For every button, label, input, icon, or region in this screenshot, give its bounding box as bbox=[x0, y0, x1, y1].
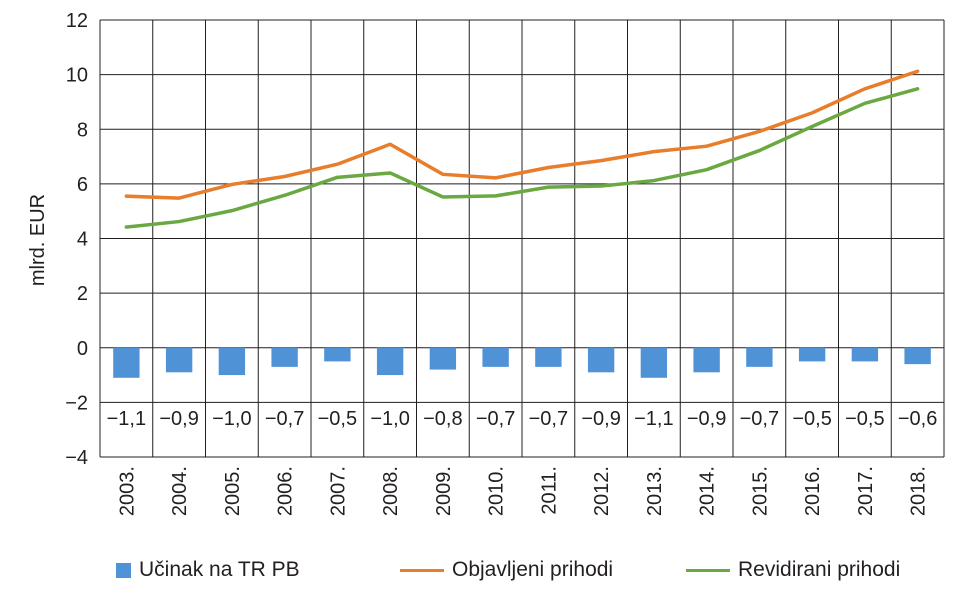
x-tick-label: 2008. bbox=[380, 466, 402, 516]
legend-swatch-published bbox=[400, 568, 444, 572]
legend-swatch-bar bbox=[116, 562, 131, 578]
bar bbox=[640, 347, 668, 378]
y-tick-label: 0 bbox=[77, 338, 88, 360]
bar-label-bg bbox=[207, 403, 257, 433]
bar-label-bg bbox=[523, 403, 574, 433]
bars bbox=[113, 347, 931, 378]
bar-label-bg bbox=[787, 403, 837, 433]
y-tick-label: 8 bbox=[77, 119, 88, 141]
bar-data-label: −0,5 bbox=[845, 408, 884, 430]
bar-label-bg bbox=[154, 403, 204, 433]
x-tick-label: 2005. bbox=[222, 466, 244, 516]
bar-data-labels: −1,1 −0,9 −1,0 −0,7 −0,5 −1,0 −0,8 −0,7 −0,7 −0,9… bbox=[101, 403, 943, 433]
bar-data-label: −1,1 bbox=[107, 408, 146, 430]
legend: Učinak na TR PB Objavljeni prihodi Revid… bbox=[0, 552, 960, 588]
legend-label-revised: Revidirani prihodi bbox=[738, 558, 901, 581]
bar-data-label: −0,5 bbox=[318, 408, 357, 430]
x-tick-label: 2003. bbox=[116, 466, 138, 516]
x-tick-label: 2009. bbox=[433, 466, 455, 516]
series-line bbox=[124, 87, 920, 229]
bar-label-bg bbox=[576, 403, 626, 433]
bar-label-bg bbox=[101, 403, 152, 433]
x-tick-label: 2011. bbox=[538, 466, 560, 515]
bar-data-label: −0,7 bbox=[740, 408, 779, 430]
bar-label-bg bbox=[312, 403, 363, 433]
bar bbox=[271, 347, 298, 367]
y-tick-label: 6 bbox=[77, 174, 88, 196]
bar-data-label: −1,1 bbox=[634, 408, 673, 430]
bar-label-bg bbox=[892, 403, 943, 433]
y-axis-title: mlrd. EUR bbox=[27, 194, 49, 286]
bar-label-bg bbox=[418, 403, 468, 433]
bar-data-label: −1,0 bbox=[212, 408, 251, 430]
bar-label-bg bbox=[470, 403, 521, 433]
bar bbox=[165, 347, 193, 373]
bar-data-label: −0,9 bbox=[581, 408, 620, 430]
x-tick-label: 2014. bbox=[697, 466, 719, 516]
bar-data-label: −1,0 bbox=[370, 408, 409, 430]
bar-data-label: −0,9 bbox=[159, 408, 198, 430]
y-tick-label: 2 bbox=[77, 283, 88, 305]
bar bbox=[904, 347, 931, 365]
x-axis-labels: 2003. 2004. 2005. 2006. 2007. 2008. 2009. 2010.… bbox=[116, 466, 929, 516]
bar-data-label: −0,8 bbox=[423, 408, 462, 430]
bar bbox=[113, 347, 140, 378]
bar bbox=[587, 347, 615, 373]
bar bbox=[798, 347, 826, 362]
grid bbox=[99, 19, 945, 458]
bar bbox=[746, 347, 773, 367]
x-tick-label: 2012. bbox=[591, 466, 613, 516]
y-tick-label: 12 bbox=[66, 10, 88, 32]
bar bbox=[429, 347, 457, 370]
x-tick-label: 2013. bbox=[644, 466, 666, 516]
legend-label-bar: Učinak na TR PB bbox=[139, 558, 300, 581]
legend-item-revised: Revidirani prihodi bbox=[686, 552, 900, 588]
y-tick-label: 10 bbox=[66, 65, 88, 87]
bar-label-bg bbox=[259, 403, 310, 433]
bar bbox=[376, 347, 404, 376]
y-axis-labels: −4 −2 0 2 4 6 8 10 12 bbox=[65, 10, 88, 469]
series-line bbox=[124, 69, 920, 200]
bar bbox=[535, 347, 562, 367]
bar-label-bg bbox=[840, 403, 890, 433]
y-tick-label: 4 bbox=[77, 229, 88, 251]
x-tick-label: 2015. bbox=[749, 466, 771, 516]
bar-data-label: −0,9 bbox=[687, 408, 726, 430]
x-tick-label: 2007. bbox=[327, 466, 349, 516]
bar-label-bg bbox=[365, 403, 415, 433]
bar bbox=[851, 347, 879, 362]
bar-data-label: −0,6 bbox=[898, 408, 937, 430]
legend-item-bar: Učinak na TR PB bbox=[116, 552, 300, 588]
bar bbox=[693, 347, 720, 373]
bar-label-bg bbox=[681, 403, 732, 433]
y-tick-label: −4 bbox=[65, 447, 88, 469]
bar-data-label: −0,7 bbox=[529, 408, 568, 430]
legend-swatch-revised bbox=[686, 568, 730, 572]
bar-data-label: −0,7 bbox=[476, 408, 515, 430]
bar-data-label: −0,7 bbox=[265, 408, 304, 430]
x-tick-label: 2018. bbox=[908, 466, 930, 516]
x-tick-label: 2016. bbox=[802, 466, 824, 516]
x-tick-label: 2006. bbox=[275, 466, 297, 516]
bar bbox=[324, 347, 351, 362]
bar-data-label: −0,5 bbox=[792, 408, 831, 430]
bar bbox=[218, 347, 246, 376]
bar bbox=[482, 347, 509, 367]
bar-label-bg bbox=[734, 403, 785, 433]
legend-item-published: Objavljeni prihodi bbox=[400, 552, 613, 588]
x-tick-label: 2010. bbox=[486, 466, 508, 516]
legend-label-published: Objavljeni prihodi bbox=[452, 558, 614, 581]
bar-label-bg bbox=[629, 403, 679, 433]
lines bbox=[124, 69, 920, 229]
y-tick-label: −2 bbox=[65, 392, 88, 414]
x-tick-label: 2004. bbox=[169, 466, 191, 516]
x-tick-label: 2017. bbox=[855, 466, 877, 516]
